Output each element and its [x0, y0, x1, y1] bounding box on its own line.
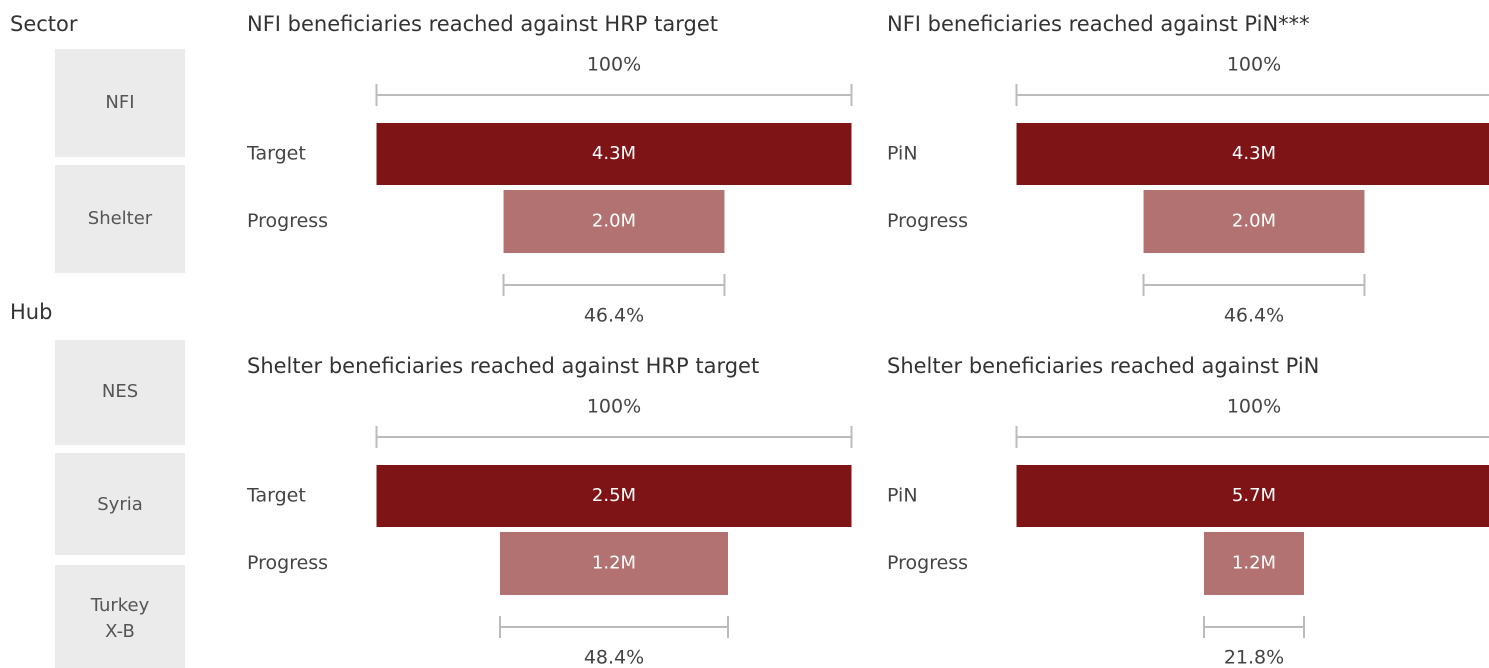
button-bg[interactable] — [55, 565, 185, 668]
value-label: 4.3M — [1232, 143, 1276, 164]
value-label: 1.2M — [592, 553, 636, 574]
category-label: PiN — [887, 143, 918, 165]
category-label: Progress — [247, 210, 328, 232]
share-label: 100% — [1227, 54, 1281, 76]
category-label: Progress — [887, 552, 968, 574]
bar — [376, 123, 852, 185]
button-bg[interactable] — [55, 453, 185, 555]
bar — [500, 532, 728, 595]
hub-button[interactable]: Turkey X-B — [55, 565, 185, 668]
button-bg[interactable] — [55, 165, 185, 273]
category-label: Target — [246, 143, 306, 165]
share-label: 48.4% — [584, 647, 644, 668]
category-label: Progress — [247, 552, 328, 574]
hub-label: Hub — [10, 300, 52, 324]
category-label: PiN — [887, 485, 918, 507]
bar — [376, 465, 852, 527]
value-label: 2.5M — [592, 485, 636, 506]
bar — [1016, 465, 1489, 527]
value-label: 4.3M — [592, 143, 636, 164]
hub-button[interactable]: NES — [55, 340, 185, 445]
bar — [1143, 190, 1365, 253]
button-label[interactable]: NES — [102, 381, 138, 402]
category-label: Progress — [887, 210, 968, 232]
value-label: 2.0M — [592, 211, 636, 232]
share-label: 21.8% — [1224, 647, 1284, 668]
button-label[interactable]: NFI — [105, 92, 134, 113]
chart-title: NFI beneficiaries reached against PiN*** — [887, 12, 1310, 36]
sector-label: Sector — [10, 12, 78, 36]
share-label: 100% — [587, 54, 641, 76]
chart-title: Shelter beneficiaries reached against HR… — [247, 354, 759, 378]
bar — [1204, 532, 1304, 595]
hub-button[interactable]: Syria — [55, 453, 185, 555]
chart-title: NFI beneficiaries reached against HRP ta… — [247, 12, 718, 36]
button-bg[interactable] — [55, 49, 185, 157]
bar — [1016, 123, 1489, 185]
bar — [503, 190, 725, 253]
value-label: 2.0M — [1232, 211, 1276, 232]
share-label: 46.4% — [584, 305, 644, 327]
sector-button[interactable]: NFI — [55, 49, 185, 157]
button-label[interactable]: Syria — [97, 494, 143, 515]
chart-title: Shelter beneficiaries reached against Pi… — [887, 354, 1319, 378]
share-label: 100% — [1227, 396, 1281, 418]
button-label[interactable]: Turkey — [90, 595, 150, 616]
share-label: 100% — [587, 396, 641, 418]
value-label: 5.7M — [1232, 485, 1276, 506]
category-label: Target — [246, 485, 306, 507]
share-label: 46.4% — [1224, 305, 1284, 327]
sector-button[interactable]: Shelter — [55, 165, 185, 273]
value-label: 1.2M — [1232, 553, 1276, 574]
button-label[interactable]: Shelter — [88, 208, 153, 229]
button-bg[interactable] — [55, 340, 185, 445]
button-label[interactable]: X-B — [105, 621, 135, 642]
